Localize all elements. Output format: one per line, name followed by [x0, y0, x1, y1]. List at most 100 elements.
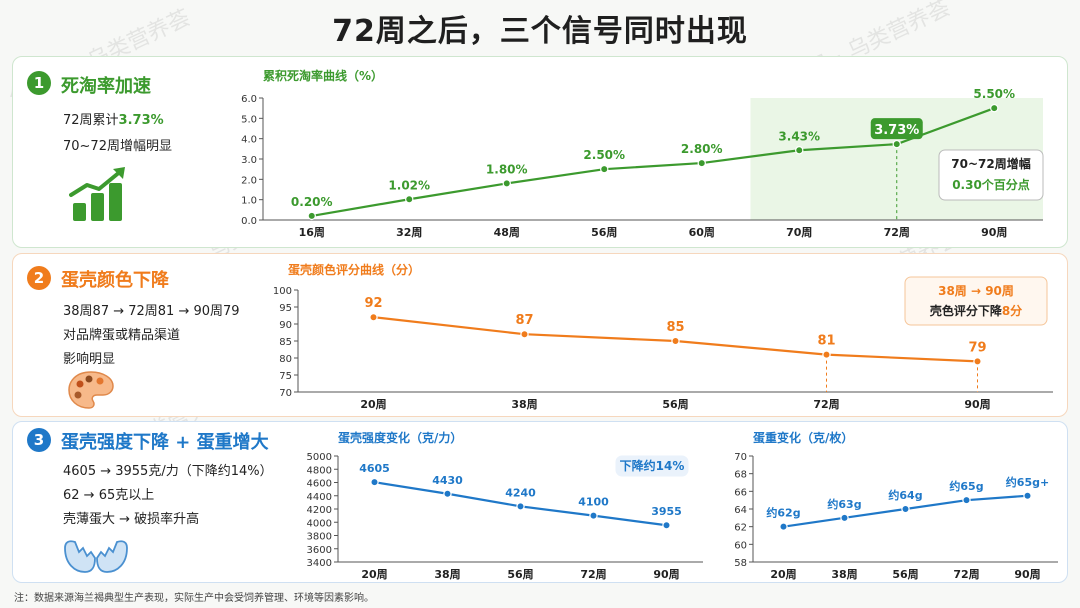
y-tick-label: 80 — [279, 354, 292, 365]
section-mortality: 1 死淘率加速 72周累计3.73% 70~72周增幅明显 累积死淘率曲线（%）… — [12, 56, 1068, 248]
y-tick-label: 6.0 — [241, 94, 257, 105]
data-label: 2.50% — [583, 148, 625, 162]
section-shell-strength: 3 蛋壳强度下降 + 蛋重增大 4605 → 3955克/力（下降约14%） 6… — [12, 421, 1068, 583]
data-point — [369, 313, 378, 322]
section-line: 72周累计3.73% — [63, 113, 164, 128]
y-tick-label: 2.0 — [241, 175, 257, 186]
data-point — [697, 158, 706, 168]
data-label: 4430 — [432, 474, 463, 487]
color-palette-icon — [68, 371, 114, 409]
data-label: 约64g — [888, 488, 922, 502]
chart-title: 蛋壳强度变化（克/力） — [338, 430, 462, 445]
y-tick-label: 4200 — [307, 505, 332, 516]
callout-text: 38周 → 90周 — [938, 284, 1014, 298]
section-line: 4605 → 3955克/力（下降约14%） — [63, 464, 273, 479]
data-label: 5.50% — [973, 87, 1015, 101]
y-tick-label: 70 — [279, 388, 292, 399]
y-tick-label: 4800 — [307, 465, 332, 476]
section-line: 对品牌蛋或精品渠道 — [63, 328, 181, 343]
data-point — [662, 521, 671, 530]
y-tick-label: 0.0 — [241, 216, 257, 227]
y-tick-label: 4600 — [307, 479, 332, 490]
data-point — [822, 350, 831, 359]
section-heading: 蛋壳强度下降 + 蛋重增大 — [61, 432, 269, 453]
x-tick-label: 56周 — [591, 226, 617, 239]
data-point — [520, 329, 529, 339]
y-tick-label: 60 — [734, 540, 747, 551]
shell-color-chart: 蛋壳颜色评分曲线（分） 70 75 80 85 90 95 100 20周 38周 56周 72周 90… — [273, 262, 1053, 411]
y-tick-label: 75 — [279, 371, 292, 382]
data-point — [516, 502, 525, 511]
callout-text: 70~72周增幅 — [951, 156, 1030, 171]
growth-bar-chart-icon — [69, 167, 125, 221]
x-tick-label: 56周 — [662, 398, 688, 411]
callout-box — [615, 455, 689, 477]
x-tick-label: 90周 — [1014, 568, 1040, 581]
y-tick-label: 85 — [279, 337, 292, 348]
x-tick-label: 56周 — [892, 568, 918, 581]
y-tick-label: 70 — [734, 452, 747, 463]
y-tick-label: 64 — [734, 505, 747, 516]
chart-title: 蛋壳颜色评分曲线（分） — [288, 262, 420, 277]
data-label: 约62g — [766, 506, 800, 520]
x-tick-label: 90周 — [964, 398, 990, 411]
data-point — [779, 522, 788, 531]
data-label: 3955 — [651, 505, 682, 518]
section-number-badge: 3 — [27, 428, 51, 452]
x-tick-label: 48周 — [494, 226, 520, 239]
data-label: 92 — [364, 296, 382, 311]
y-tick-label: 3800 — [307, 532, 332, 543]
data-label: 0.20% — [291, 195, 333, 209]
section-heading: 蛋壳颜色下降 — [61, 270, 169, 291]
y-tick-label: 4400 — [307, 492, 332, 503]
callout-text: 下降约14% — [620, 458, 685, 473]
x-tick-label: 90周 — [653, 568, 679, 581]
y-tick-label: 62 — [734, 523, 747, 534]
data-point — [502, 179, 511, 188]
data-point — [901, 504, 910, 514]
data-point — [990, 103, 999, 113]
y-tick-label: 3600 — [307, 545, 332, 556]
x-tick-label: 20周 — [360, 398, 386, 411]
x-tick-label: 20周 — [361, 568, 387, 581]
data-label: 约63g — [827, 497, 861, 511]
egg-weight-chart: 蛋重变化（克/枚） 58 60 62 64 66 68 70 20周 38周 56周 72周 90周 约6… — [734, 430, 1058, 581]
x-tick-label: 70周 — [786, 226, 812, 239]
callout-text-part: 壳色评分下降 — [929, 303, 1003, 318]
data-label: 4240 — [505, 486, 536, 499]
data-label: 79 — [968, 340, 986, 355]
data-point — [973, 357, 982, 366]
section-line: 70~72周增幅明显 — [63, 139, 172, 154]
data-label: 1.02% — [388, 178, 430, 192]
data-point — [892, 139, 901, 149]
data-point — [405, 195, 414, 204]
section-line: 62 → 65克以上 — [63, 488, 155, 503]
y-tick-label: 100 — [273, 286, 292, 297]
x-tick-label: 38周 — [511, 398, 537, 411]
section-line: 影响明显 — [63, 352, 116, 367]
y-tick-label: 5.0 — [241, 114, 257, 125]
x-tick-label: 72周 — [884, 226, 910, 239]
footnote: 注：数据来源海兰褐典型生产表现，实际生产中会受饲养管理、环境等因素影响。 — [14, 593, 374, 604]
data-label-box — [870, 118, 923, 140]
section-heading: 死淘率加速 — [61, 76, 151, 97]
x-tick-label: 90周 — [981, 226, 1007, 239]
x-tick-label: 32周 — [396, 226, 422, 239]
section-line: 38周87 → 72周81 → 90周79 — [63, 304, 240, 319]
data-label: 3.73% — [874, 123, 919, 138]
x-tick-label: 72周 — [953, 568, 979, 581]
x-tick-label: 72周 — [813, 398, 839, 411]
data-label: 3.43% — [778, 129, 820, 143]
data-label: 2.80% — [681, 142, 723, 156]
y-tick-label: 95 — [279, 303, 292, 314]
cracked-egg-icon — [64, 540, 128, 573]
y-tick-label: 4000 — [307, 518, 332, 529]
shell-strength-chart: 蛋壳强度变化（克/力） 3400 3600 3800 4000 4200 4400 4600 4… — [307, 430, 703, 581]
y-tick-label: 68 — [734, 470, 747, 481]
section-number-badge: 2 — [27, 266, 51, 290]
y-tick-label: 1.0 — [241, 196, 257, 207]
x-tick-label: 72周 — [580, 568, 606, 581]
x-tick-label: 20周 — [770, 568, 796, 581]
data-point — [795, 146, 804, 155]
chart-title: 蛋重变化（克/枚） — [753, 430, 853, 445]
